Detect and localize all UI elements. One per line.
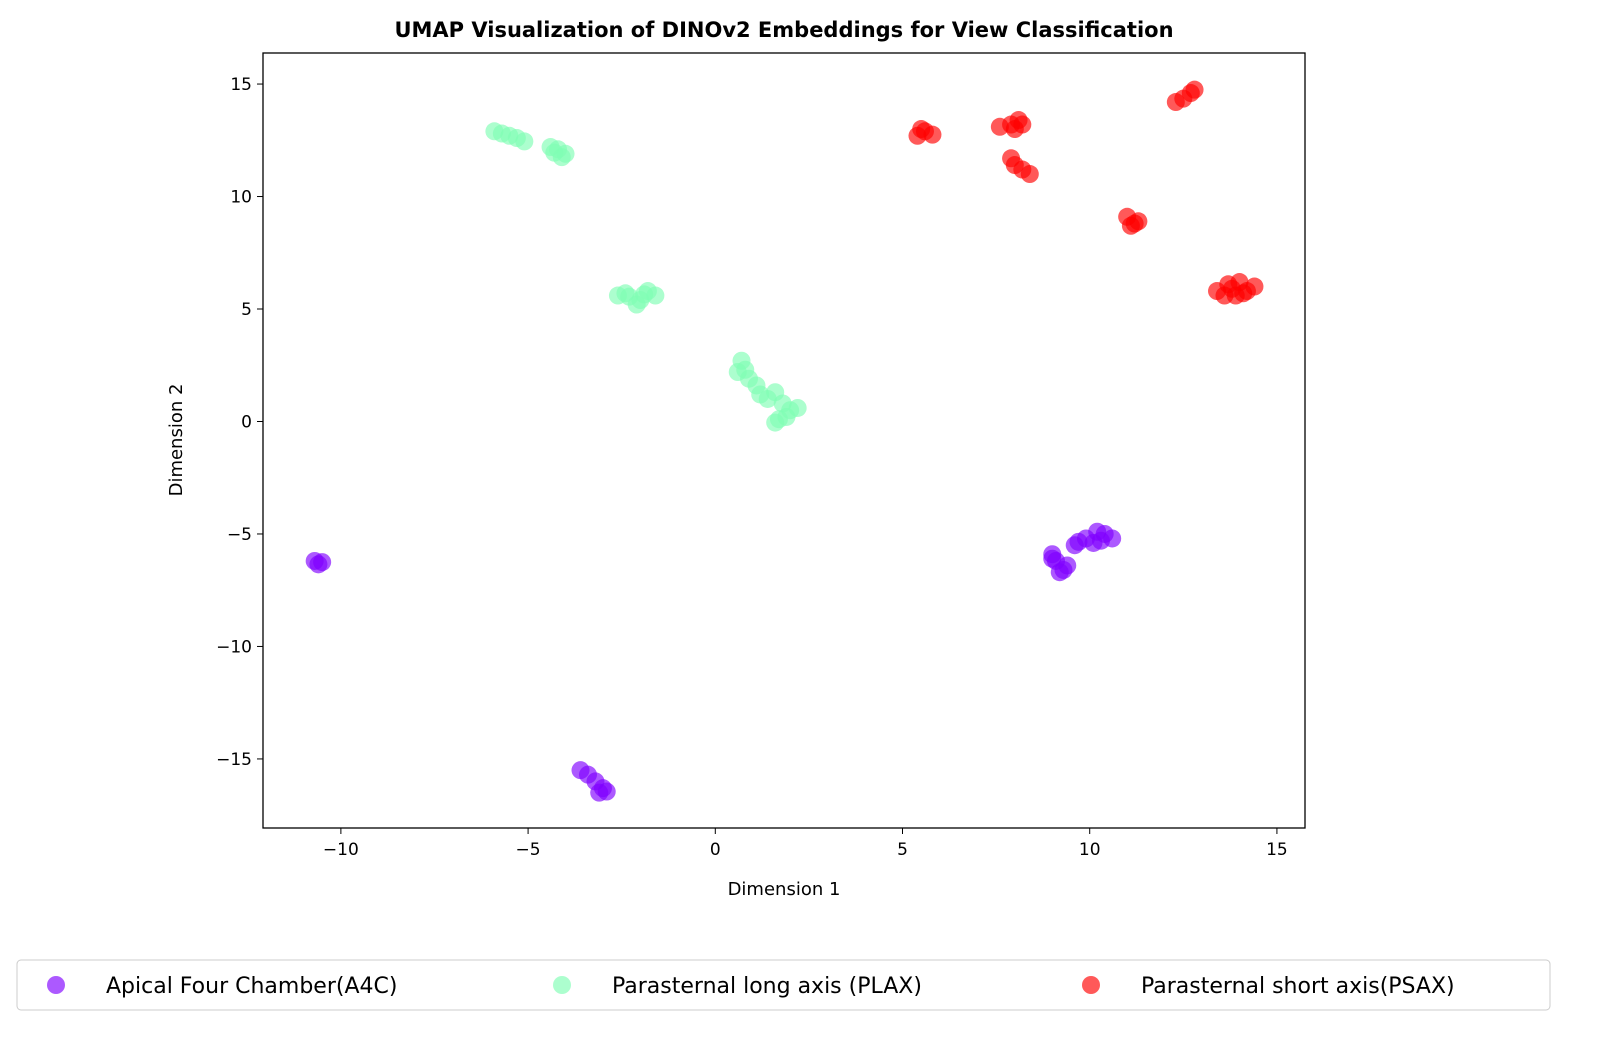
data-point-2	[923, 125, 942, 144]
legend: Apical Four Chamber(A4C) Parasternal long…	[16, 959, 1551, 1011]
data-point-2	[1234, 284, 1253, 303]
data-point-1	[616, 284, 635, 303]
x-tick-label: 5	[897, 840, 908, 860]
data-point-0	[309, 555, 328, 574]
legend-label: Parasternal short axis(PSAX)	[1141, 974, 1455, 999]
y-tick-label: 0	[241, 412, 252, 432]
legend-marker	[1082, 976, 1100, 994]
legend-box	[16, 959, 1551, 1011]
data-point-0	[1091, 531, 1110, 550]
plot-frame	[262, 52, 1306, 829]
data-point-2	[1219, 275, 1238, 294]
x-tick-label: 15	[1266, 840, 1288, 860]
data-point-2	[1020, 165, 1039, 184]
y-tick-label: 5	[241, 300, 252, 320]
data-point-1	[766, 413, 785, 432]
data-point-1	[545, 143, 564, 162]
x-tick-label: 10	[1079, 840, 1101, 860]
x-tick-label: 0	[710, 840, 721, 860]
data-point-0	[1069, 532, 1088, 551]
x-tick-label: −10	[323, 840, 359, 860]
y-tick-label: 10	[230, 188, 252, 208]
legend-marker	[47, 976, 65, 994]
data-point-1	[635, 285, 654, 304]
legend-marker	[553, 976, 571, 994]
y-axis-label: Dimension 2	[166, 384, 187, 497]
data-point-2	[1121, 216, 1140, 235]
y-tick-label: 15	[230, 75, 252, 95]
data-point-1	[515, 132, 534, 151]
legend-label: Parasternal long axis (PLAX)	[612, 974, 922, 999]
y-tick-label: −5	[227, 525, 252, 545]
y-tick-label: −15	[216, 750, 252, 770]
legend-label: Apical Four Chamber(A4C)	[106, 974, 397, 999]
data-point-0	[1050, 563, 1069, 582]
data-point-2	[1185, 80, 1204, 99]
y-tick-label: −10	[216, 637, 252, 657]
chart-title: UMAP Visualization of DINOv2 Embeddings …	[394, 18, 1173, 42]
data-point-2	[1013, 115, 1032, 134]
x-axis-label: Dimension 1	[728, 879, 841, 900]
data-point-0	[1043, 549, 1062, 568]
x-tick-label: −5	[516, 840, 541, 860]
data-point-0	[590, 783, 609, 802]
